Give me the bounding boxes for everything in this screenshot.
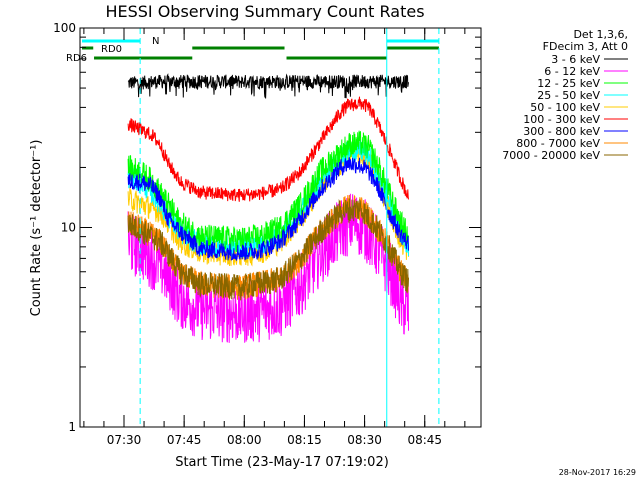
vertical-markers [139, 28, 440, 427]
x-tick-label-3: 08:00 [227, 433, 262, 447]
x-tick-label-1: 07:30 [107, 433, 142, 447]
legend-header-1: Det 1,3,6, [573, 28, 628, 41]
legend-label-5: 50 - 100 keV [530, 101, 600, 114]
legend-label-8: 800 - 7000 keV [516, 137, 600, 150]
series-line-12-25kev [127, 130, 409, 253]
series-line-3-6kev [127, 73, 409, 99]
footer-timestamp: 28-Nov-2017 16:29 [559, 468, 636, 477]
flag-label-rd0: RD0 [101, 44, 122, 55]
y-tick-label-1: 1 [68, 420, 76, 434]
x-tick-label-5: 08:30 [347, 433, 382, 447]
x-axis-title: Start Time (23-May-17 07:19:02) [175, 455, 389, 470]
flag-bars: N RD0 RD6 [66, 36, 439, 64]
flag-label-rd6: RD6 [66, 53, 87, 64]
legend-label-9: 7000 - 20000 keV [502, 149, 600, 162]
x-tick-label-6: 08:45 [407, 433, 442, 447]
series-line-6-12kev [127, 193, 409, 343]
y-axis-title: Count Rate (s⁻¹ detector⁻¹) [29, 140, 44, 317]
series-line-100-300kev [127, 96, 409, 202]
legend-header-2: FDecim 3, Att 0 [543, 40, 628, 53]
y-tick-label-3: 100 [53, 21, 76, 35]
legend-label-2: 6 - 12 keV [544, 65, 600, 78]
x-tick-label-2: 07:45 [167, 433, 202, 447]
legend-label-1: 3 - 6 keV [551, 53, 600, 66]
x-tick-label-4: 08:15 [287, 433, 322, 447]
legend-label-7: 300 - 800 keV [523, 125, 600, 138]
series-line-7000-20000kev [127, 198, 409, 301]
chart-title: HESSI Observing Summary Count Rates [105, 2, 424, 21]
series-line-300-800kev [127, 157, 409, 261]
axes: 07:30 07:45 08:00 08:15 08:30 08:45 1 10 100 [53, 21, 481, 447]
series-layer [127, 73, 409, 343]
y-tick-label-2: 10 [61, 221, 76, 235]
flag-label-n: N [152, 36, 159, 47]
legend-label-6: 100 - 300 keV [523, 113, 600, 126]
legend-label-4: 25 - 50 keV [537, 89, 600, 102]
legend-label-3: 12 - 25 keV [537, 77, 600, 90]
